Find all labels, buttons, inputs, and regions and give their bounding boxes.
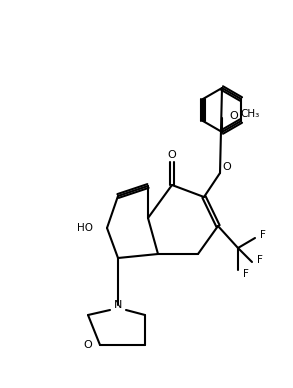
Text: O: O <box>223 162 231 172</box>
Text: CH₃: CH₃ <box>240 109 259 119</box>
Text: F: F <box>260 230 266 240</box>
Text: O: O <box>84 340 92 350</box>
Text: N: N <box>114 300 122 310</box>
Text: O: O <box>168 150 176 160</box>
Text: HO: HO <box>77 223 93 233</box>
Text: F: F <box>257 255 263 265</box>
Text: F: F <box>243 269 249 279</box>
Text: O: O <box>229 111 238 121</box>
